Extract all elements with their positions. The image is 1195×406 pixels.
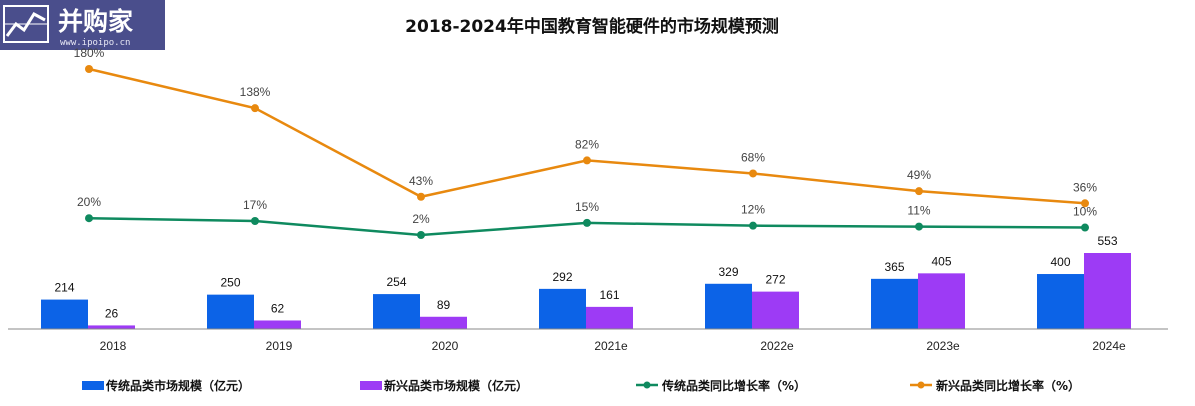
bar-traditional (705, 283, 752, 329)
bar-traditional (41, 299, 88, 329)
bar-emerging (1084, 253, 1131, 329)
x-tick-label: 2022e (760, 339, 794, 353)
line-point (251, 217, 259, 226)
legend-label: 传统品类市场规模（亿元） (105, 378, 250, 393)
line-value-label: 20% (77, 195, 101, 209)
bar-traditional (1037, 274, 1084, 329)
line-point (915, 187, 923, 196)
bar-emerging (918, 273, 965, 329)
logo-site: www.ipoipo.cn (60, 38, 130, 48)
legend-label: 新兴品类同比增长率（%） (936, 378, 1080, 393)
x-tick-label: 2024e (1092, 339, 1126, 353)
bar-traditional (373, 294, 420, 329)
x-tick-label: 2018 (100, 339, 127, 353)
legend-label: 新兴品类市场规模（亿元） (384, 378, 528, 393)
line-value-label: 180% (74, 46, 105, 60)
line-point (1081, 223, 1089, 232)
line-point (583, 156, 591, 165)
x-tick-label: 2021e (594, 339, 628, 353)
line-value-label: 36% (1073, 180, 1097, 194)
line-point (749, 169, 757, 178)
logo-brand: 并购家 (58, 7, 133, 36)
lines-group: 20% 17% 2% 15% 12% 11% 10% 180% 138% 43% 82% 68% 49%… (74, 46, 1097, 239)
line-value-label: 49% (907, 168, 931, 182)
legend-label: 传统品类同比增长率（%） (661, 378, 806, 393)
line-value-label: 15% (575, 200, 599, 214)
legend-marker (643, 381, 651, 389)
line-point (85, 65, 93, 73)
bar-value-label: 62 (271, 301, 285, 315)
bar-traditional (207, 294, 254, 329)
x-tick-labels: 2018 2019 2020 2021e 2022e 2023e 2024e (100, 339, 1126, 353)
line-value-label: 11% (907, 204, 930, 218)
bar-emerging (586, 306, 633, 329)
bar-value-label: 405 (931, 254, 951, 268)
bar-value-label: 250 (220, 276, 240, 290)
x-tick-label: 2023e (926, 339, 960, 353)
line-point (583, 218, 591, 227)
bar-value-label: 254 (386, 275, 406, 289)
line-point (749, 221, 757, 230)
x-tick-label: 2020 (432, 339, 459, 353)
bar-traditional (539, 288, 586, 329)
line-point (417, 231, 425, 239)
bar-value-label: 161 (599, 288, 619, 302)
line-point (85, 214, 93, 223)
line-point (417, 192, 425, 201)
line-value-label: 10% (1073, 205, 1097, 219)
bar-value-label: 89 (437, 298, 451, 312)
line-point (251, 104, 259, 113)
chart-logo-icon (3, 5, 49, 43)
bar-value-label: 26 (105, 306, 119, 320)
line-value-label: 12% (741, 203, 765, 217)
line-point (1081, 199, 1089, 208)
watermark-logo: 并购家 www.ipoipo.cn (0, 0, 165, 50)
bar-value-label: 365 (884, 260, 904, 274)
line-emerging-growth (88, 67, 1086, 205)
line-point (915, 222, 923, 231)
bar-emerging (420, 316, 467, 329)
bar-value-label: 292 (552, 270, 572, 284)
legend: 传统品类市场规模（亿元） 新兴品类市场规模（亿元） 传统品类同比增长率（%） 新兴品类… (82, 378, 1080, 393)
bar-value-label: 272 (765, 273, 785, 287)
bar-emerging (88, 325, 135, 329)
bar-value-label: 400 (1050, 255, 1070, 269)
legend-swatch (360, 381, 382, 390)
legend-swatch (82, 381, 104, 390)
chart-title: 2018-2024年中国教育智能硬件的市场规模预测 (405, 16, 779, 37)
bar-value-label: 214 (54, 281, 74, 295)
bar-emerging (752, 291, 799, 329)
line-value-label: 43% (409, 174, 433, 188)
bar-value-label: 553 (1097, 234, 1117, 248)
line-value-label: 82% (575, 137, 599, 151)
x-tick-label: 2019 (266, 339, 293, 353)
line-value-label: 68% (741, 150, 765, 164)
line-value-label: 17% (243, 198, 267, 212)
bars-group: 214 250 254 292 329 365 400 26 62 89 161 272 405 553 (41, 234, 1131, 329)
line-value-label: 2% (412, 212, 430, 226)
bar-emerging (254, 320, 301, 329)
legend-marker (917, 381, 925, 389)
line-value-label: 138% (240, 85, 271, 99)
bar-value-label: 329 (718, 265, 738, 279)
bar-traditional (871, 278, 918, 329)
